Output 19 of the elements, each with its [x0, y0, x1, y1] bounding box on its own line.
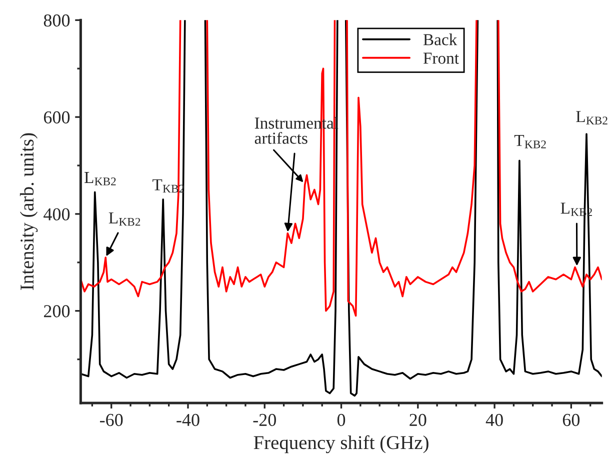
legend-label: Front: [423, 52, 459, 64]
y-tick-label: 200: [44, 305, 70, 318]
x-tick-label: 40: [486, 414, 503, 426]
y-tick-label: 400: [44, 208, 70, 220]
x-tick-label: 60: [562, 414, 580, 426]
x-tick-label: -40: [176, 414, 200, 426]
y-tick-label: 800: [44, 14, 70, 27]
x-tick-label: -20: [253, 414, 276, 426]
x-tick-label: -60: [100, 414, 123, 426]
annotation: T$_{KB2}$: [514, 134, 546, 148]
y-axis-title: Intensity (arb. units): [20, 133, 38, 290]
x-axis-title: Frequency shift (GHz): [254, 435, 428, 454]
annotation: L$_{KB2}$: [84, 172, 116, 186]
annotation: L$_{KB2}$: [576, 111, 608, 124]
x-tick-label: 20: [410, 414, 426, 426]
legend-label: Back: [423, 34, 458, 46]
annotation: L$_{KB2}$: [108, 212, 140, 226]
y-tick-label: 600: [44, 111, 70, 124]
x-tick-label: 0: [337, 414, 346, 426]
